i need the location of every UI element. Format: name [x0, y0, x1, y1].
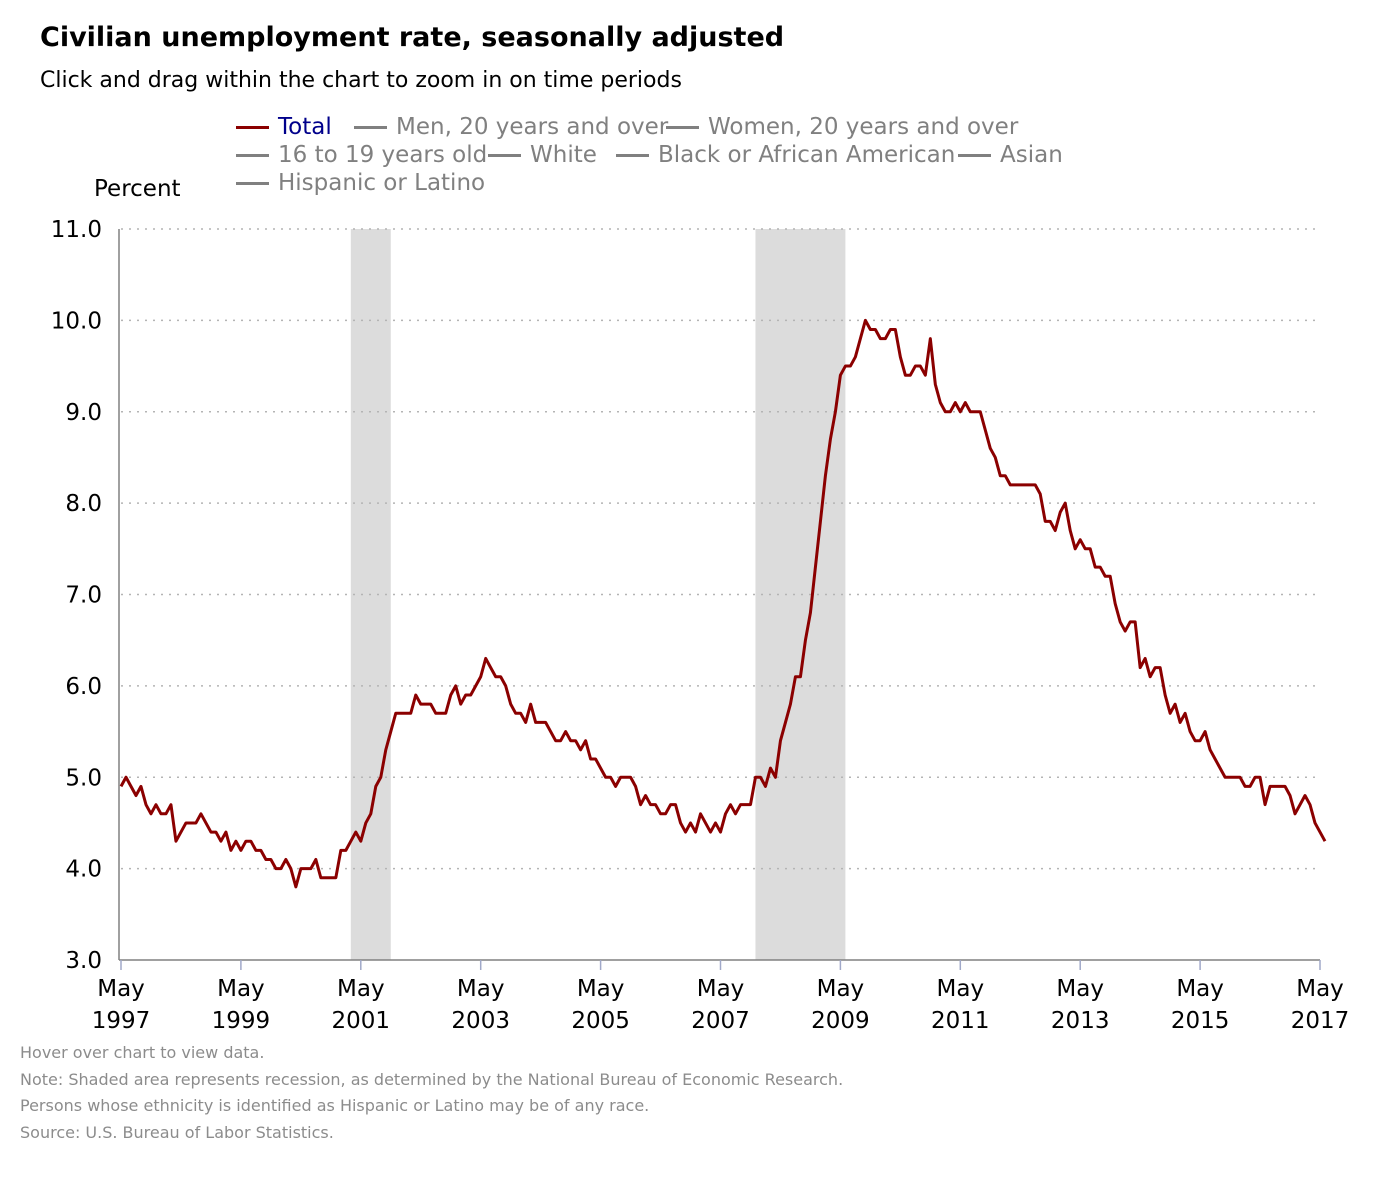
x-tick-month: May	[337, 976, 385, 1002]
x-tick-month: May	[577, 976, 625, 1002]
legend-swatch	[236, 153, 269, 157]
chart-notes: Hover over chart to view data. Note: Sha…	[20, 1042, 843, 1148]
x-tick-year: 2003	[451, 1008, 510, 1034]
note-source: Source: U.S. Bureau of Labor Statistics.	[20, 1122, 334, 1142]
legend-item-total[interactable]: Total	[236, 113, 332, 141]
x-tick-year: 2007	[691, 1008, 750, 1034]
legend-item-black[interactable]: Black or African American	[616, 141, 955, 169]
note-hispanic: Persons whose ethnicity is identified as…	[20, 1096, 650, 1115]
x-tick-year: 2011	[931, 1008, 990, 1034]
y-tick-label: 4.0	[65, 857, 102, 883]
note-recession: Note: Shaded area represents recession, …	[20, 1069, 844, 1089]
y-axis-ticks: 3.0 4.0 5.0 6.0 7.0 8.0 9.0 10.0 11.0	[51, 217, 102, 974]
x-tick-month: May	[937, 976, 985, 1002]
series-line-total[interactable]	[119, 318, 1327, 889]
y-tick-label: 6.0	[65, 674, 102, 700]
legend-swatch	[488, 153, 521, 157]
y-tick-label: 8.0	[65, 491, 102, 517]
x-tick-month: May	[1296, 976, 1344, 1002]
recession-shading	[350, 229, 846, 960]
legend-swatch	[236, 181, 269, 185]
legend-swatch	[958, 153, 991, 157]
x-tick-month: May	[457, 976, 505, 1002]
legend-item-label: White	[530, 142, 597, 168]
note-hover: Hover over chart to view data.	[20, 1043, 265, 1062]
x-tick-year: 2001	[332, 1008, 391, 1034]
y-tick-label: 5.0	[65, 765, 102, 791]
x-tick-month: May	[217, 976, 265, 1002]
legend-item-16-to-19[interactable]: 16 to 19 years old	[236, 141, 487, 169]
legend-item-label: Asian	[1000, 142, 1063, 168]
x-tick-year: 2005	[571, 1008, 630, 1034]
x-tick-year: 2015	[1171, 1008, 1230, 1034]
x-tick-year: 2013	[1051, 1008, 1110, 1034]
recession-band-2	[755, 229, 846, 960]
x-tick-month: May	[697, 976, 745, 1002]
legend-item-label: Total	[278, 114, 332, 140]
legend-item-label: Men, 20 years and over	[396, 114, 669, 140]
legend-item-hispanic[interactable]: Hispanic or Latino	[236, 169, 485, 197]
legend-item-label: Black or African American	[658, 142, 956, 168]
x-tick-year: 2009	[811, 1008, 870, 1034]
x-tick-year: 2017	[1291, 1008, 1350, 1034]
legend-item-men-20-over[interactable]: Men, 20 years and over	[354, 113, 668, 141]
legend-item-asian[interactable]: Asian	[958, 141, 1063, 169]
x-axis-ticks: May 1997 May 1999 May 2001 May 2003 May 2005 May 20…	[92, 960, 1350, 1034]
y-tick-label: 11.0	[51, 217, 102, 243]
legend-swatch	[616, 153, 649, 157]
y-axis-label: Percent	[94, 176, 181, 202]
x-tick-month: May	[97, 976, 145, 1002]
axes	[118, 229, 1320, 961]
legend-swatch	[354, 125, 387, 129]
y-tick-label: 3.0	[65, 948, 102, 974]
legend: Total Men, 20 years and over Women, 20 y…	[236, 113, 1096, 203]
gridlines	[121, 228, 1320, 870]
x-tick-year: 1999	[212, 1008, 271, 1034]
x-tick-month: May	[1056, 976, 1104, 1002]
legend-swatch	[666, 125, 699, 129]
legend-swatch	[236, 125, 269, 129]
legend-item-label: Hispanic or Latino	[278, 170, 486, 196]
chart-title: Civilian unemployment rate, seasonally a…	[40, 22, 785, 53]
legend-item-label: Women, 20 years and over	[708, 114, 1019, 140]
legend-item-women-20-over[interactable]: Women, 20 years and over	[666, 113, 1018, 141]
legend-item-white[interactable]: White	[488, 141, 597, 169]
chart-subtitle: Click and drag within the chart to zoom …	[40, 68, 682, 93]
legend-item-label: 16 to 19 years old	[278, 142, 488, 168]
y-tick-label: 7.0	[65, 583, 102, 609]
line-chart[interactable]: 3.04.05.06.07.08.09.010.011.0 May1997May…	[0, 0, 1400, 1040]
series	[119, 318, 1327, 889]
y-tick-label: 10.0	[51, 308, 102, 334]
y-tick-label: 9.0	[65, 400, 102, 426]
x-tick-year: 1997	[92, 1008, 151, 1034]
x-tick-month: May	[817, 976, 865, 1002]
x-tick-month: May	[1176, 976, 1224, 1002]
